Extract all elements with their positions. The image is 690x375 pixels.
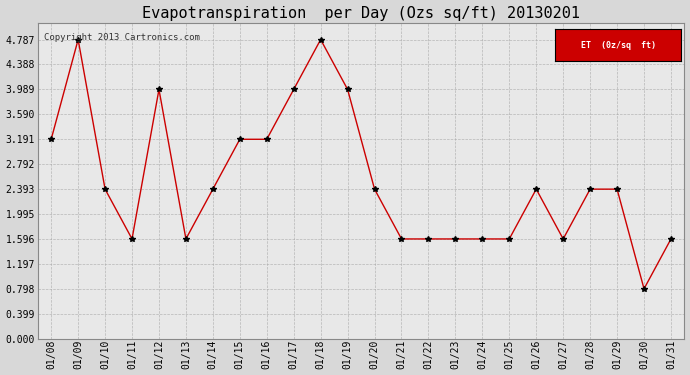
Title: Evapotranspiration  per Day (Ozs sq/ft) 20130201: Evapotranspiration per Day (Ozs sq/ft) 2… (142, 6, 580, 21)
Text: Copyright 2013 Cartronics.com: Copyright 2013 Cartronics.com (44, 33, 200, 42)
